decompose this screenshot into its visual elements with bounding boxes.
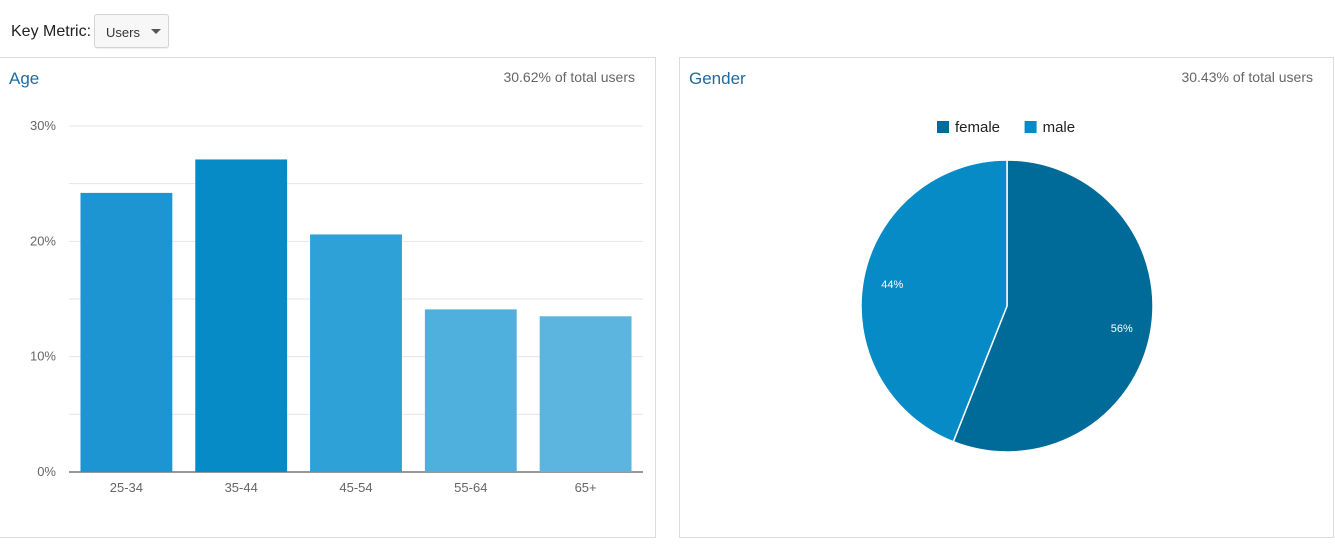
age-bar-chart: 0% 10% 20% 30% 25-34 35-44 45-54 55-64 65+: [30, 118, 643, 495]
x-tick-label: 65+: [575, 480, 597, 495]
bar-55-64: [424, 309, 517, 472]
key-metric-select[interactable]: Users: [94, 14, 169, 48]
x-tick-label: 55-64: [454, 480, 487, 495]
top-bar: Key Metric: Users: [0, 0, 1335, 56]
x-tick-label: 35-44: [225, 480, 258, 495]
key-metric-label: Key Metric:: [11, 23, 92, 40]
age-panel: Age 30.62% of total users 0% 10% 20% 30% 25-…: [0, 57, 656, 538]
legend-swatch-female: [937, 121, 949, 133]
y-tick-label: 10%: [30, 349, 56, 364]
age-panel-subtitle: 30.62% of total users: [503, 69, 635, 85]
y-tick-label: 30%: [30, 118, 56, 133]
gender-panel: Gender 30.43% of total users female male 5…: [679, 57, 1334, 538]
pie-slice-label: 56%: [1111, 323, 1133, 335]
chevron-down-icon: [151, 29, 161, 34]
gender-panel-subtitle: 30.43% of total users: [1181, 69, 1313, 85]
bar-25-34: [80, 192, 173, 473]
pie-slice-male: [860, 159, 1008, 443]
pie-slice-female: [952, 159, 1154, 453]
y-tick-label: 20%: [30, 233, 56, 248]
bar-65+: [539, 316, 632, 472]
pie-slice-label: 44%: [881, 279, 903, 291]
legend-swatch-male: [1024, 121, 1037, 133]
key-metric-select-value: Users: [106, 25, 140, 40]
bar-35-44: [195, 159, 288, 472]
legend-label-female: female: [955, 119, 1000, 136]
x-tick-label: 45-54: [339, 480, 372, 495]
age-panel-title: Age: [9, 69, 40, 88]
bar-45-54: [310, 234, 402, 472]
y-tick-label: 0%: [37, 464, 56, 479]
x-tick-label: 25-34: [110, 480, 143, 495]
gender-panel-title: Gender: [689, 69, 746, 88]
gender-pie-chart: female male 56% 44%: [860, 119, 1154, 453]
legend-label-male: male: [1043, 119, 1076, 136]
